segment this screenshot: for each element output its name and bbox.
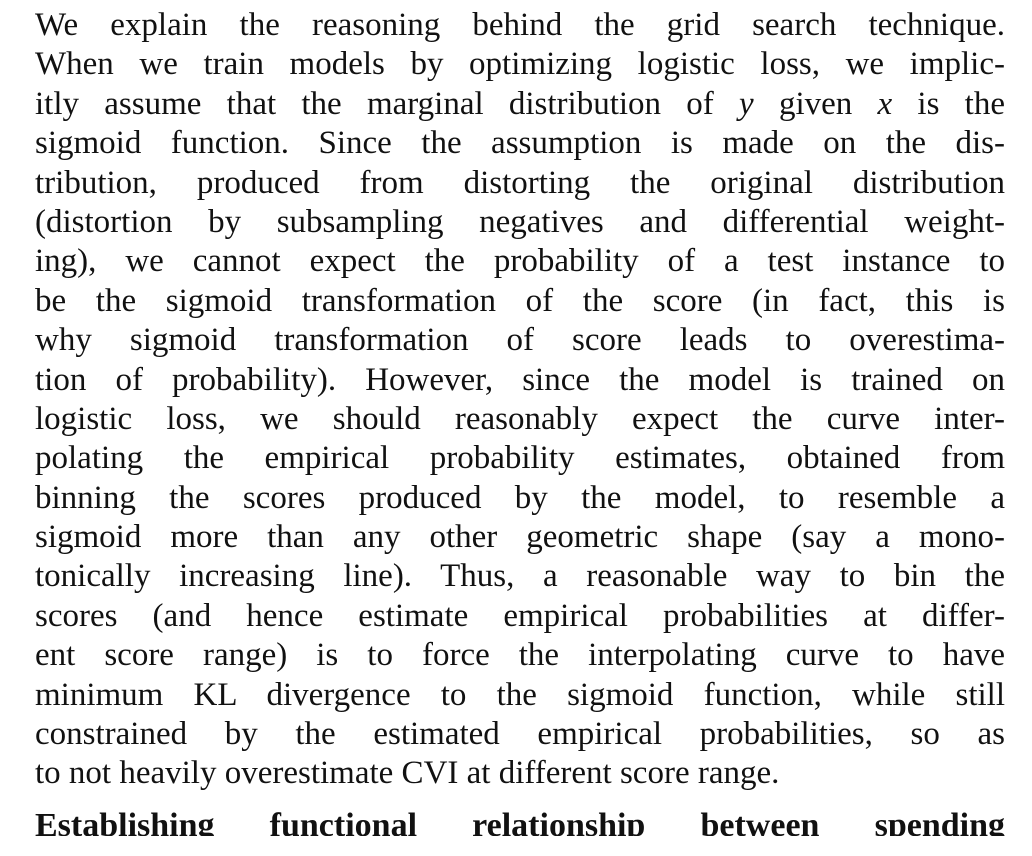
body-paragraph: We explain the reasoning behind the grid… bbox=[35, 6, 1005, 794]
text-line: tion of probability). However, since the… bbox=[35, 361, 1005, 398]
text-line: (distortion by subsampling negatives and… bbox=[35, 203, 1005, 240]
text-line: polating the empirical probability estim… bbox=[35, 440, 1005, 477]
text-span: is the bbox=[892, 85, 1005, 122]
text-span: given bbox=[753, 85, 878, 122]
text-line: constrained by the estimated empirical p… bbox=[35, 716, 1005, 753]
text-line: tribution, produced from distorting the … bbox=[35, 164, 1005, 201]
text-line: ing), we cannot expect the probability o… bbox=[35, 243, 1005, 280]
text-line: sigmoid more than any other geometric sh… bbox=[35, 519, 1005, 556]
text-line: minimum KL divergence to the sigmoid fun… bbox=[35, 676, 1005, 713]
text-line: binning the scores produced by the model… bbox=[35, 479, 1005, 516]
section-heading: Establishing functional relationship bet… bbox=[35, 806, 1005, 836]
math-variable-y: y bbox=[739, 85, 754, 122]
text-line: tonically increasing line). Thus, a reas… bbox=[35, 558, 1005, 595]
paper-page: We explain the reasoning behind the grid… bbox=[35, 6, 1005, 836]
math-variable-x: x bbox=[877, 85, 893, 122]
text-line: logistic loss, we should reasonably expe… bbox=[35, 400, 1005, 437]
text-span: itly assume that the marginal distributi… bbox=[35, 85, 740, 122]
text-line: to not heavily overestimate CVI at diffe… bbox=[35, 755, 780, 792]
text-line: sigmoid function. Since the assumption i… bbox=[35, 125, 1005, 162]
text-line: scores (and hence estimate empirical pro… bbox=[35, 597, 1005, 634]
text-line: why sigmoid transformation of score lead… bbox=[35, 322, 1005, 359]
text-line: ent score range) is to force the interpo… bbox=[35, 637, 1005, 674]
text-line: When we train models by optimizing logis… bbox=[35, 46, 1005, 83]
text-line-with-variables: itly assume that the marginal distributi… bbox=[35, 85, 1005, 124]
text-line: We explain the reasoning behind the grid… bbox=[35, 7, 1005, 43]
text-line: be the sigmoid transformation of the sco… bbox=[35, 282, 1005, 319]
